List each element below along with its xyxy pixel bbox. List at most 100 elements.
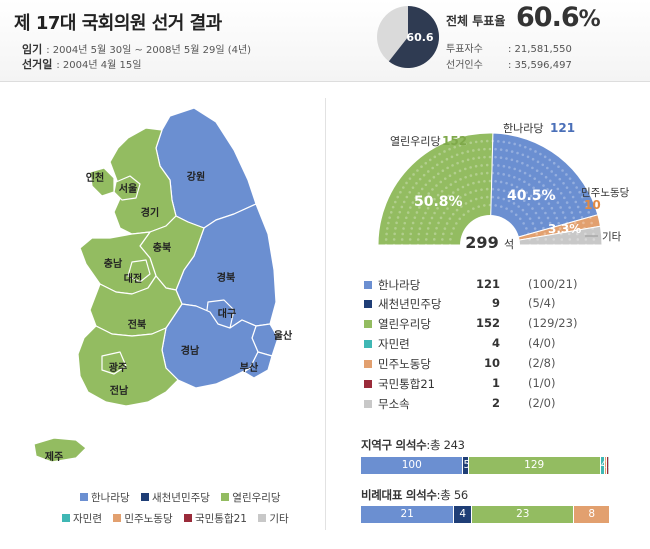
- seat-dot: [387, 221, 390, 225]
- region-gwangju[interactable]: [101, 351, 127, 375]
- seat-dot: [540, 172, 544, 176]
- seat-dot: [535, 169, 539, 172]
- label-jeonnam: 전남: [110, 384, 129, 397]
- seat-dot: [410, 227, 414, 230]
- seat-dot: [448, 147, 451, 151]
- seat-dot: [466, 150, 470, 153]
- seat-dot: [518, 177, 521, 181]
- seat-dot: [547, 202, 551, 205]
- term-label: 임기: [22, 43, 43, 56]
- electorate-value: : 35,596,497: [508, 60, 572, 71]
- seat-dot: [499, 205, 503, 208]
- seat-dot: [456, 188, 460, 191]
- seat-dot: [558, 227, 562, 230]
- swatch: [80, 493, 88, 501]
- seat-dot: [443, 198, 447, 202]
- seat-dot: [461, 185, 465, 189]
- voters-stat: 투표자수: 21,581,550: [446, 40, 572, 55]
- seat-dot: [497, 196, 500, 200]
- seat-dot: [472, 157, 475, 160]
- seat-dot: [568, 190, 572, 194]
- seat-dot: [443, 150, 446, 153]
- label-gangwon: 강원: [187, 170, 205, 183]
- seat-dot: [556, 187, 560, 191]
- seat-dot: [480, 188, 483, 191]
- map-legend-row-2: 자민련 민주노동당 국민통합21 기타: [62, 511, 297, 526]
- seat-dot: [592, 243, 596, 247]
- legend-label: 열린우리당: [232, 492, 281, 504]
- party-breakdown: (2/8): [528, 356, 556, 370]
- table-row: 국민통합21 1 (1/0): [358, 376, 618, 392]
- district-subtitle: :총 243: [426, 438, 465, 452]
- seat-dot: [426, 227, 430, 230]
- seat-dot: [451, 191, 455, 194]
- seat-dot: [561, 169, 564, 172]
- seat-dot: [491, 187, 495, 191]
- seat-dot: [477, 148, 481, 151]
- pr-seats-bar: 21 4 23 8: [361, 506, 610, 523]
- map-legend-item: 열린우리당: [221, 490, 281, 505]
- seat-dot: [512, 202, 516, 205]
- seat-dot: [552, 243, 556, 247]
- seat-dot: [531, 207, 534, 210]
- region-busan[interactable]: [243, 351, 273, 379]
- region-incheon[interactable]: [89, 167, 115, 197]
- seat-dot: [580, 216, 584, 219]
- map-legend-row-1: 한나라당 새천년민주당 열린우리당: [80, 490, 289, 505]
- seat-dot: [440, 160, 444, 164]
- label-jeju: 제주: [45, 450, 63, 463]
- seat-dot: [578, 210, 582, 214]
- party-name: 자민련: [378, 337, 410, 351]
- seat-dot: [435, 184, 438, 187]
- seat-dot: [505, 207, 508, 210]
- seat-dot: [535, 232, 539, 236]
- term-line: 임기: 2004년 5월 30일 ~ 2008년 5월 29일 (4년): [22, 41, 251, 57]
- seat-dot: [428, 221, 432, 225]
- seat-dot: [477, 205, 481, 208]
- seat-dot: [472, 207, 475, 210]
- seat-dot: [537, 180, 541, 184]
- label-chungnam: 충남: [104, 257, 123, 270]
- seat-dot: [572, 216, 575, 220]
- term-value: : 2004년 5월 30일 ~ 2008년 5월 29일 (4년): [46, 45, 252, 56]
- seat-dot: [536, 160, 540, 164]
- seat-dot: [536, 238, 539, 241]
- seat-dot: [505, 157, 508, 160]
- seat-dot: [494, 179, 497, 183]
- bar-segment: 129: [468, 457, 600, 474]
- seat-dot: [405, 195, 409, 199]
- seat-dot: [464, 193, 467, 197]
- election-date-label: 선거일: [22, 58, 53, 71]
- seat-dot: [450, 155, 454, 159]
- header: 제 17대 국회의원 선거 결과 임기: 2004년 5월 30일 ~ 2008…: [0, 0, 650, 82]
- seat-dot: [536, 243, 540, 247]
- seat-dot: [436, 193, 440, 197]
- seat-dot: [412, 173, 415, 176]
- table-row: 한나라당 121 (100/21): [358, 277, 618, 293]
- region-daejeon[interactable]: [127, 259, 151, 283]
- bar-segment: 4: [600, 457, 607, 474]
- region-jeonnam[interactable]: [77, 325, 179, 407]
- legend-label: 한나라당: [91, 492, 130, 504]
- party-seats: 121: [475, 277, 500, 291]
- seat-dot: [437, 221, 440, 225]
- seat-dot: [433, 155, 437, 159]
- seat-dot: [466, 183, 470, 187]
- seat-dot: [592, 232, 595, 236]
- seat-dot: [559, 206, 562, 209]
- region-jeju[interactable]: [33, 437, 87, 463]
- seat-dot: [497, 164, 500, 167]
- label-busan: 부산: [240, 361, 259, 374]
- seat-dot: [449, 183, 453, 186]
- turnout-pie-slice: [388, 6, 439, 68]
- seat-dot: [405, 181, 408, 185]
- seat-dot: [474, 140, 478, 144]
- label-gyeongbuk: 경북: [217, 271, 235, 284]
- seat-dot: [590, 221, 593, 225]
- seat-dot: [456, 161, 459, 165]
- page-title: 제 17대 국회의원 선거 결과: [14, 13, 222, 34]
- label-ulsan: 울산: [274, 329, 293, 342]
- seat-dot: [461, 160, 465, 163]
- bar-segment: 5: [463, 457, 470, 474]
- seat-dot: [521, 208, 525, 212]
